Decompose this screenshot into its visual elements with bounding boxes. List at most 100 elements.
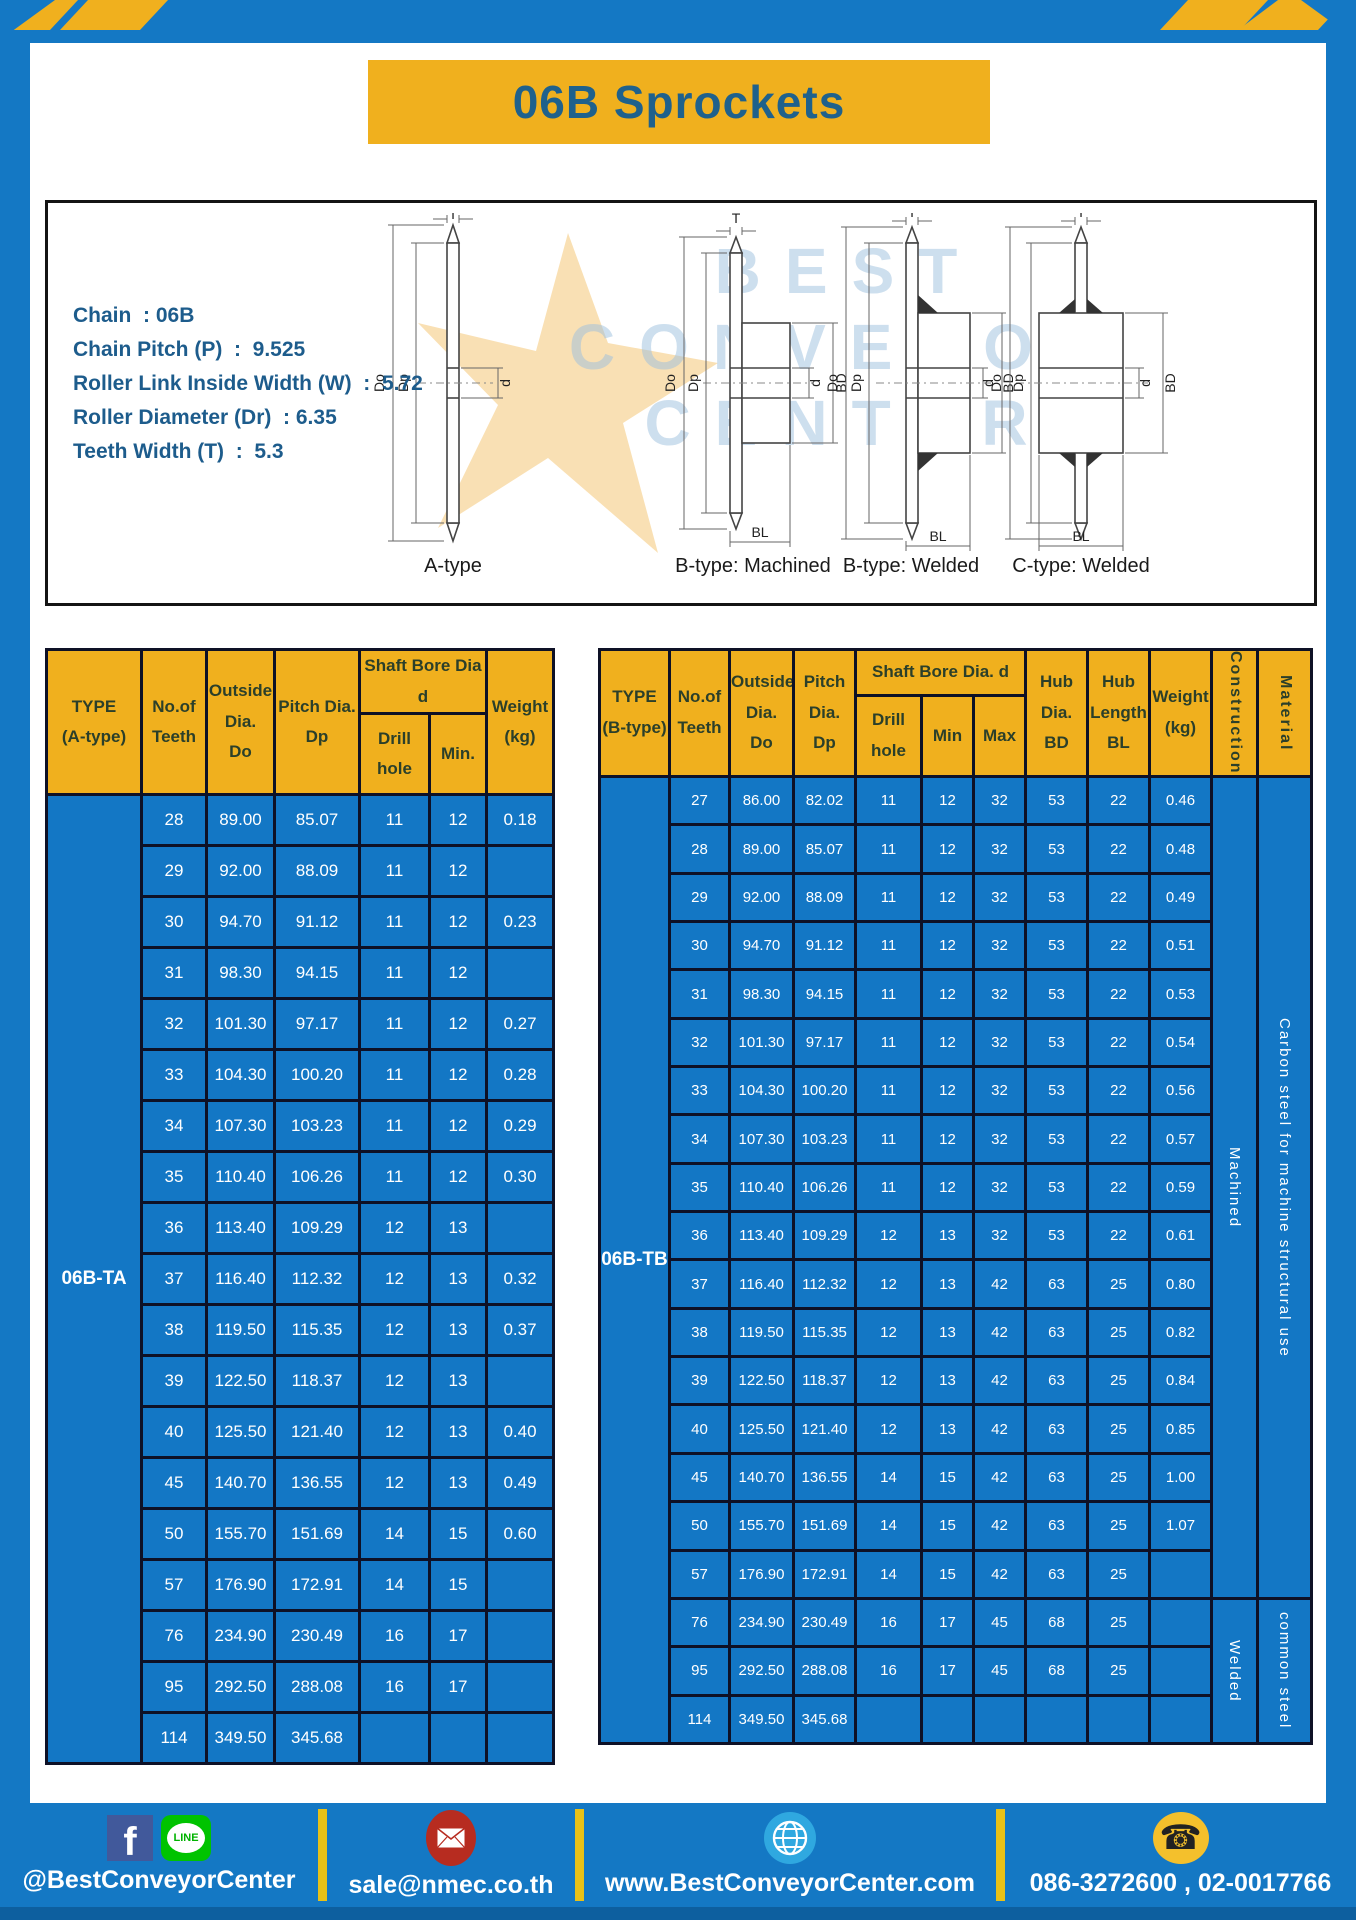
table-a-cell: 113.40 xyxy=(205,1201,276,1256)
table-b-cell: 115.35 xyxy=(792,1306,857,1359)
table-b-cell: 0.54 xyxy=(1148,1016,1213,1069)
table-b-cell: 25 xyxy=(1086,1500,1151,1552)
table-b-row: 45 140.70 136.55 14 15 42 63 25 1.00 xyxy=(600,1451,1312,1504)
table-b-cell: 32 xyxy=(972,920,1027,972)
footer-email-section[interactable]: sale@nmec.co.th xyxy=(327,1803,575,1907)
table-a-cell: 29 xyxy=(140,844,208,899)
table-a-header-drill-hole: Drill hole xyxy=(358,712,431,797)
table-b-cell: 11 xyxy=(854,920,923,972)
table-b-cell: 13 xyxy=(920,1355,975,1407)
table-b-cell: 12 xyxy=(920,1016,975,1069)
footer-phone-numbers[interactable]: 086-3272600 , 02-0017766 xyxy=(1029,1869,1332,1897)
phone-icon[interactable]: ☎ xyxy=(1152,1812,1209,1864)
table-b-cell: 85.07 xyxy=(792,823,857,875)
table-b-cell: 13 xyxy=(920,1258,975,1310)
table-a-cell: 13 xyxy=(428,1303,488,1358)
dim-do: Do xyxy=(371,374,387,392)
table-a-cell: 121.40 xyxy=(273,1405,361,1460)
table-b-cell: 42 xyxy=(972,1306,1027,1359)
dim-do: Do xyxy=(662,374,678,392)
table-b-cell: 25 xyxy=(1086,1258,1151,1310)
table-b-cell: 12 xyxy=(854,1403,923,1455)
table-a-cell: 11 xyxy=(358,895,431,950)
table-a-header-min: Min. xyxy=(428,712,488,797)
table-b-cell: 12 xyxy=(920,1161,975,1214)
table-b-cell: 22 xyxy=(1086,920,1151,972)
table-b-cell: 12 xyxy=(920,968,975,1020)
dim-do: Do xyxy=(824,374,840,392)
table-a-cell: 45 xyxy=(140,1456,208,1511)
table-b-cell: 30 xyxy=(668,920,731,972)
table-b-cell: 14 xyxy=(854,1451,923,1504)
table-a-cell: 15 xyxy=(428,1558,488,1613)
line-label: LINE xyxy=(167,1823,205,1853)
table-a-cell: 91.12 xyxy=(273,895,361,950)
table-a-row: 33 104.30 100.20 11 12 0.28 xyxy=(47,1048,555,1103)
table-b-cell: 11 xyxy=(854,774,923,827)
table-b-row: 29 92.00 88.09 11 12 32 53 22 0.49 xyxy=(600,871,1312,924)
table-b-cell: 112.32 xyxy=(792,1258,857,1310)
table-b-cell: 11 xyxy=(854,1113,923,1165)
table-a-cell: 28 xyxy=(140,793,208,848)
line-icon[interactable]: LINE xyxy=(161,1815,211,1861)
table-b-cell: 82.02 xyxy=(792,774,857,827)
table-a-cell: 107.30 xyxy=(205,1099,276,1154)
table-b-cell: 37 xyxy=(668,1258,731,1310)
table-b-cell: 29 xyxy=(668,871,731,924)
table-b-cell: 103.23 xyxy=(792,1113,857,1165)
table-b-cell: 0.57 xyxy=(1148,1113,1213,1165)
table-a-header-type: TYPE (A-type) xyxy=(45,647,143,797)
table-a-cell: 349.50 xyxy=(205,1711,276,1766)
table-a-cell: 14 xyxy=(358,1507,431,1562)
table-a-row: 50 155.70 151.69 14 15 0.60 xyxy=(47,1507,555,1562)
table-b-header-shaft-bore: Shaft Bore Dia. d xyxy=(854,648,1027,697)
table-b-row: 32 101.30 97.17 11 12 32 53 22 0.54 xyxy=(600,1016,1312,1069)
footer-website[interactable]: www.BestConveyorCenter.com xyxy=(604,1869,975,1897)
table-a-cell: 155.70 xyxy=(205,1507,276,1562)
dim-d: d xyxy=(807,379,823,387)
globe-icon[interactable] xyxy=(764,1812,816,1864)
table-a-cell: 12 xyxy=(428,844,488,899)
table-b-header-type: TYPE (B-type) xyxy=(598,648,671,778)
table-a-cell: 101.30 xyxy=(205,997,276,1052)
table-b-row: 06B-TB 27 86.00 82.02 11 12 32 53 22 0.46 Machined… xyxy=(598,774,1313,1745)
table-b-cell: 22 xyxy=(1086,1065,1151,1117)
table-a-cell: 33 xyxy=(140,1048,208,1103)
table-a-cell: 34 xyxy=(140,1099,208,1154)
table-b-cell: 63 xyxy=(1024,1258,1089,1310)
diagram-caption-b-machined: B-type: Machined xyxy=(675,555,831,577)
table-b-cell: 107.30 xyxy=(728,1113,795,1165)
table-b-cell: 119.50 xyxy=(728,1306,795,1359)
table-a-cell: 151.69 xyxy=(273,1507,361,1562)
table-b-cell: 109.29 xyxy=(792,1210,857,1262)
table-a-row: 35 110.40 106.26 11 12 0.30 xyxy=(47,1150,555,1205)
table-a-cell: 12 xyxy=(428,1099,488,1154)
facebook-icon[interactable]: f xyxy=(107,1815,153,1862)
footer-phone-section[interactable]: ☎ 086-3272600 , 02-0017766 xyxy=(1005,1803,1356,1907)
material-cell: common steel xyxy=(1256,1596,1313,1746)
footer-row: f LINE @BestConveyorCenter sale@n xyxy=(0,1803,1356,1907)
table-b-cell: 32 xyxy=(972,823,1027,875)
table-a-cell: 15 xyxy=(428,1507,488,1562)
table-b-cell: 12 xyxy=(854,1355,923,1407)
footer-social-handle[interactable]: @BestConveyorCenter xyxy=(22,1866,296,1894)
table-b-cell: 12 xyxy=(854,1210,923,1262)
table-a-cell: 11 xyxy=(358,1048,431,1103)
dim-bl: BL xyxy=(1072,528,1089,544)
footer-social-section[interactable]: f LINE @BestConveyorCenter xyxy=(0,1803,318,1907)
table-b-row: 114 349.50 345.68 xyxy=(600,1693,1312,1746)
sprocket-diagram-b-machined: Do Dp d BD BL T xyxy=(648,213,858,553)
table-a-cell: 11 xyxy=(358,1150,431,1205)
footer-website-section[interactable]: www.BestConveyorCenter.com xyxy=(584,1803,996,1907)
email-icon[interactable] xyxy=(426,1810,476,1866)
table-b-cell: 32 xyxy=(972,871,1027,924)
table-a-cell: 11 xyxy=(358,844,431,899)
table-a-row: 32 101.30 97.17 11 12 0.27 xyxy=(47,997,555,1052)
footer-email[interactable]: sale@nmec.co.th xyxy=(348,1871,554,1899)
table-b-cell: 110.40 xyxy=(728,1161,795,1214)
table-b-cell: 13 xyxy=(920,1403,975,1455)
table-b-cell: 176.90 xyxy=(728,1548,795,1600)
table-b-row: 34 107.30 103.23 11 12 32 53 22 0.57 xyxy=(600,1113,1312,1165)
table-a-cell: 39 xyxy=(140,1354,208,1409)
table-a-cell: 92.00 xyxy=(205,844,276,899)
